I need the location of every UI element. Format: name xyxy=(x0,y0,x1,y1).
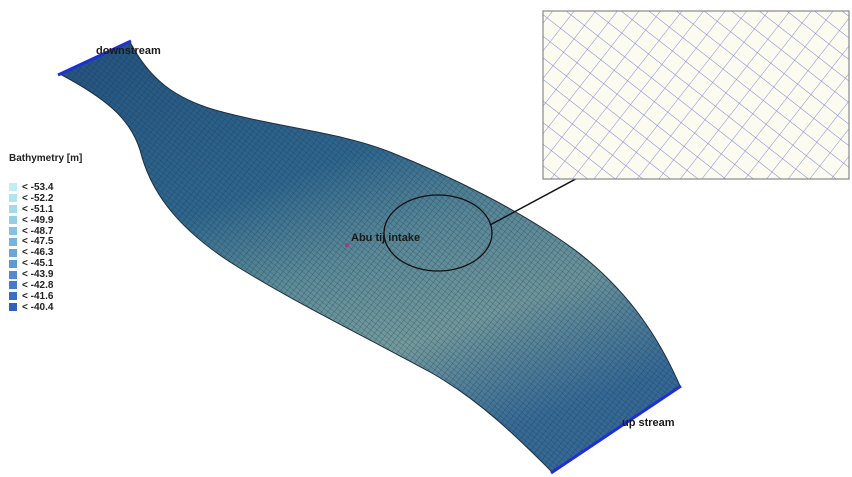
legend-item: < -41.6 xyxy=(9,291,82,302)
legend-swatch xyxy=(9,205,17,214)
inset-frame xyxy=(542,10,850,180)
legend-label: < -45.1 xyxy=(22,258,54,270)
legend-label: < -42.8 xyxy=(22,279,54,291)
legend-label: < -47.5 xyxy=(22,236,54,248)
legend-label: < -40.4 xyxy=(22,301,54,313)
legend-swatch xyxy=(9,270,17,279)
legend-item: < -48.7 xyxy=(9,226,82,237)
legend-swatch xyxy=(9,194,17,203)
legend-swatch xyxy=(9,281,17,290)
zoom-circle xyxy=(383,194,493,272)
downstream-label: downstream xyxy=(96,45,161,57)
legend-label: < -48.7 xyxy=(22,225,54,237)
legend-item: < -46.3 xyxy=(9,247,82,258)
intake-label: Abu tij intake xyxy=(351,232,421,244)
upstream-boundary xyxy=(550,384,682,475)
inset-mesh xyxy=(543,11,849,179)
legend-item: < -43.9 xyxy=(9,269,82,280)
legend-item: < -40.4 xyxy=(9,302,82,313)
upstream-label: up stream xyxy=(622,417,675,429)
legend-items: < -53.4 < -52.2 < -51.1 < -49.9 < -48.7 < -47… xyxy=(9,182,82,313)
legend-item: < -51.1 xyxy=(9,204,82,215)
legend-item: < -45.1 xyxy=(9,258,82,269)
legend-item: < -49.9 xyxy=(9,215,82,226)
legend-label: < -52.2 xyxy=(22,192,54,204)
downstream-boundary xyxy=(57,39,132,77)
legend-swatch xyxy=(9,259,17,268)
bathymetry-legend: Bathymetry [m] < -53.4 < -52.2 < -51.1 < -4… xyxy=(9,153,82,313)
legend-swatch xyxy=(9,183,17,192)
legend-label: < -53.4 xyxy=(22,181,54,193)
intake-marker xyxy=(345,243,349,247)
legend-label: < -49.9 xyxy=(22,214,54,226)
legend-item: < -47.5 xyxy=(9,236,82,247)
legend-swatch xyxy=(9,303,17,312)
legend-swatch xyxy=(9,237,17,246)
legend-item: < -52.2 xyxy=(9,193,82,204)
legend-swatch xyxy=(9,292,17,301)
legend-swatch xyxy=(9,227,17,235)
legend-item: < -53.4 xyxy=(9,182,82,193)
legend-label: < -41.6 xyxy=(22,290,54,302)
legend-swatch xyxy=(9,216,17,225)
legend-label: < -43.9 xyxy=(22,269,54,281)
legend-title: Bathymetry [m] xyxy=(9,153,83,164)
legend-item: < -42.8 xyxy=(9,280,82,291)
legend-label: < -51.1 xyxy=(22,203,54,215)
legend-label: < -46.3 xyxy=(22,247,54,259)
legend-swatch xyxy=(9,248,17,257)
